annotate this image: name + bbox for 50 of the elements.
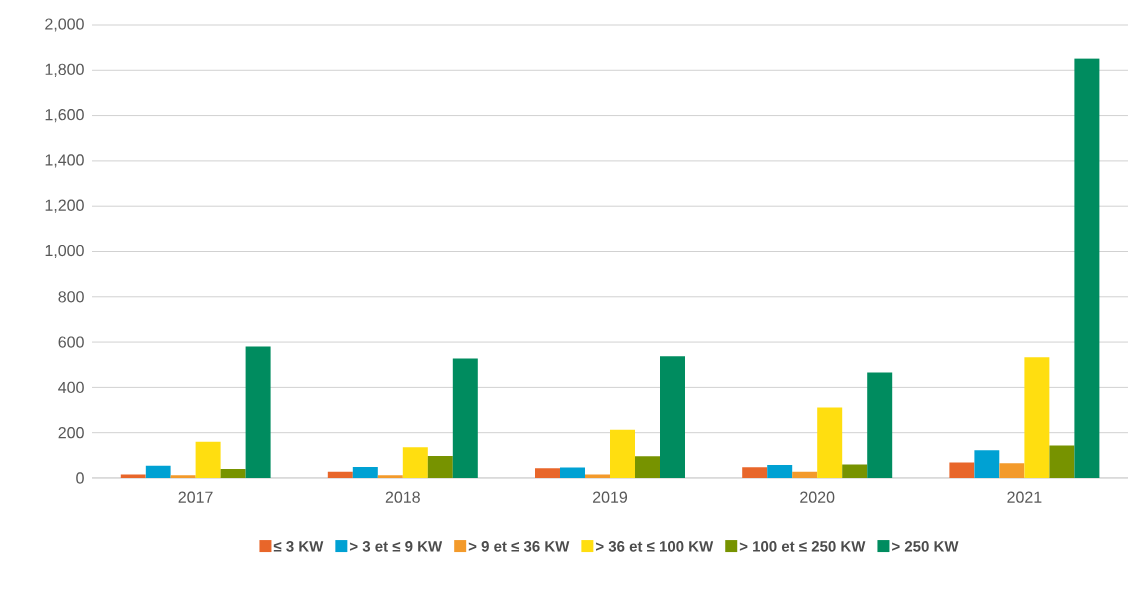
bar	[327, 471, 353, 478]
bar	[817, 407, 843, 478]
y-tick-label: 1,200	[45, 199, 84, 213]
bar	[402, 447, 428, 478]
bar	[452, 358, 478, 478]
bar	[377, 475, 403, 478]
y-tick-label: 1,400	[45, 154, 84, 168]
bar	[635, 456, 660, 478]
bar	[867, 372, 893, 478]
bar	[245, 346, 271, 478]
y-tick-label: 400	[58, 381, 84, 394]
y-tick-label: 1,800	[45, 63, 84, 77]
x-tick-label: 2018	[385, 491, 420, 503]
bar	[974, 450, 1000, 478]
legend-label: > 9 et ≤ 36 KW	[468, 541, 570, 552]
bar	[1074, 58, 1100, 478]
x-tick-label: 2021	[1007, 491, 1042, 503]
legend-label: > 100 et ≤ 250 KW	[739, 541, 866, 552]
bar	[610, 429, 635, 478]
bar	[1024, 357, 1050, 478]
y-tick-label: 200	[58, 427, 84, 439]
bar	[427, 456, 453, 478]
legend-label: ≤ 3 KW	[273, 541, 324, 552]
legend-label: > 36 et ≤ 100 KW	[595, 541, 714, 552]
legend-label: > 3 et ≤ 9 KW	[349, 541, 443, 552]
bar	[195, 441, 221, 478]
y-tick-label: 600	[58, 336, 84, 348]
bar	[842, 464, 868, 478]
bar	[660, 356, 685, 478]
bar	[170, 475, 196, 478]
bar	[560, 467, 585, 478]
legend-label: > 250 KW	[892, 541, 959, 552]
bar	[352, 467, 378, 478]
bar	[535, 468, 560, 478]
bar	[145, 465, 171, 478]
y-tick-label: 800	[58, 291, 84, 303]
bar	[999, 463, 1025, 478]
x-tick-label: 2020	[800, 491, 835, 503]
bar	[1049, 445, 1075, 478]
bar	[767, 465, 793, 478]
y-tick-label: 1,600	[45, 108, 84, 123]
bar	[949, 462, 975, 478]
bar	[792, 471, 818, 478]
y-tick-label: 0	[76, 472, 84, 484]
bar	[220, 468, 246, 478]
y-tick-label: 2,000	[45, 18, 84, 32]
y-tick-label: 1,000	[45, 244, 84, 259]
x-tick-label: 2017	[178, 491, 213, 503]
bar	[742, 467, 768, 478]
x-tick-label: 2019	[593, 491, 628, 503]
